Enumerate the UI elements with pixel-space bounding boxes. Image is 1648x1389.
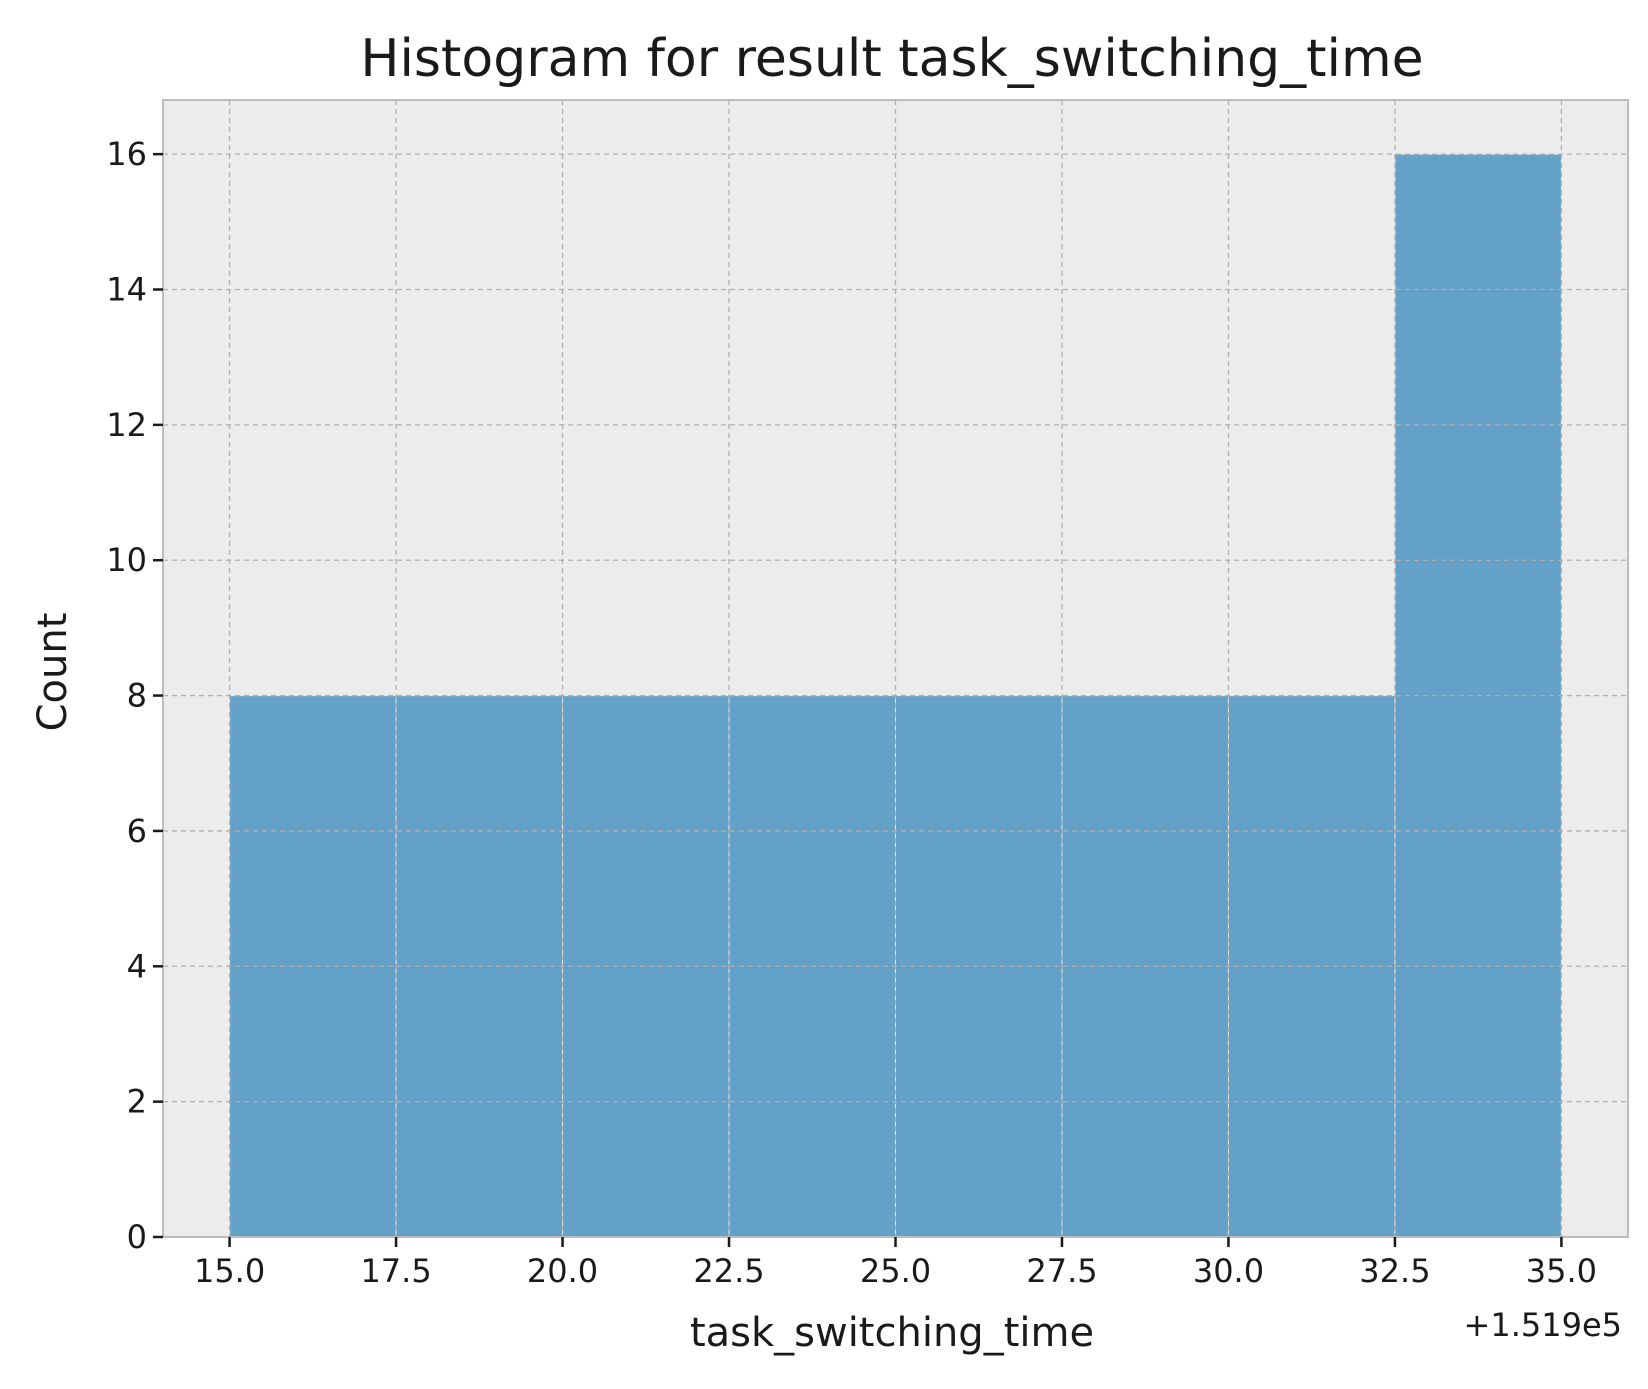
y-tick-label: 6 [127, 812, 147, 850]
x-tick-label: 35.0 [1526, 1252, 1597, 1290]
chart-title: Histogram for result task_switching_time [360, 29, 1423, 89]
x-tick-label: 32.5 [1359, 1252, 1430, 1290]
y-tick-label: 10 [106, 541, 147, 579]
x-tick-label: 22.5 [693, 1252, 764, 1290]
axis-ticks: 15.0 17.5 20.0 22.5 25.0 27.5 30.0 32.5 35.0 0 2 4 6… [106, 135, 1597, 1290]
y-tick-label: 4 [127, 947, 147, 985]
x-axis-label: task_switching_time [690, 1310, 1094, 1356]
y-tick-label: 0 [127, 1218, 147, 1256]
y-tick-label: 2 [127, 1083, 147, 1121]
y-tick-label: 8 [127, 677, 147, 715]
x-tick-label: 15.0 [194, 1252, 265, 1290]
x-tick-label: 17.5 [360, 1252, 431, 1290]
y-tick-label: 12 [106, 406, 147, 444]
x-tick-label: 30.0 [1193, 1252, 1264, 1290]
y-axis-label: Count [30, 613, 76, 732]
x-axis-offset-label: +1.519e5 [1464, 1306, 1622, 1344]
x-tick-label: 25.0 [860, 1252, 931, 1290]
x-tick-label: 20.0 [527, 1252, 598, 1290]
x-tick-label: 27.5 [1026, 1252, 1097, 1290]
y-tick-label: 16 [106, 135, 147, 173]
y-tick-label: 14 [106, 271, 147, 309]
